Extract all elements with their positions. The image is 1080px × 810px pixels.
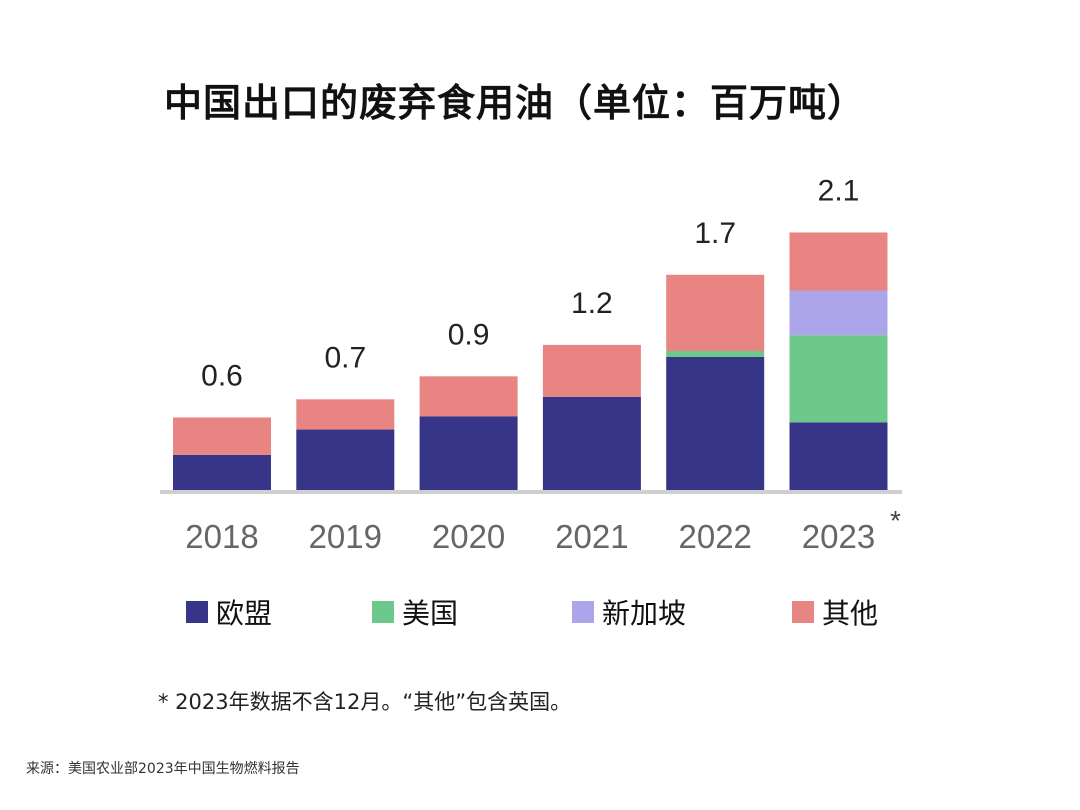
legend-swatch-us [372, 601, 394, 623]
x-tick-label-2019: 2019 [309, 518, 382, 555]
legend: 欧盟 美国 新加坡 其他 [0, 592, 1080, 632]
total-label-2021: 1.2 [571, 287, 613, 320]
chart-title: 中国出口的废弃食用油（单位：百万吨） [163, 81, 866, 125]
bar-2023-series-3 [789, 232, 888, 291]
total-label-2022: 1.7 [694, 217, 736, 250]
bar-2023-series-1 [789, 335, 888, 423]
legend-item-us: 美国 [372, 592, 458, 632]
bar-2023-series-2 [789, 290, 888, 336]
x-tick-mark-2023: * [890, 505, 901, 536]
legend-item-other: 其他 [792, 592, 878, 632]
legend-item-eu: 欧盟 [186, 592, 272, 632]
legend-label-other: 其他 [822, 597, 879, 630]
x-tick-label-2020: 2020 [432, 518, 505, 555]
bar-2020-series-0 [419, 416, 518, 490]
legend-label-us: 美国 [402, 597, 459, 630]
bar-2019-series-3 [296, 399, 395, 430]
x-axis-line [160, 490, 902, 494]
x-tick-label-2021: 2021 [555, 518, 628, 555]
bar-2022-series-1 [666, 350, 765, 357]
total-label-2020: 0.9 [448, 318, 490, 351]
source-note: 来源：美国农业部2023年中国生物燃料报告 [26, 761, 300, 777]
bar-2019-series-0 [296, 429, 395, 490]
bar-2022-series-0 [666, 357, 765, 490]
legend-swatch-singapore [572, 601, 594, 623]
bar-2021-series-3 [542, 344, 641, 397]
legend-swatch-other [792, 601, 814, 623]
total-label-2023: 2.1 [818, 174, 860, 207]
legend-swatch-eu [186, 601, 208, 623]
total-label-2018: 0.6 [201, 359, 243, 392]
bar-2018-series-0 [173, 454, 271, 490]
stacked-bar-chart: 0.6 2018 0.7 2019 0.9 2020 1.2 2021 1.7 2022 2.1 20… [160, 174, 902, 555]
bar-2022-series-3 [666, 274, 765, 351]
bar-2020-series-3 [419, 376, 518, 417]
total-label-2019: 0.7 [324, 341, 366, 374]
footnote: * 2023年数据不含12月。“其他”包含英国。 [158, 690, 572, 714]
bar-2021-series-0 [542, 396, 641, 490]
x-tick-label-2022: 2022 [678, 518, 751, 555]
legend-item-singapore: 新加坡 [572, 592, 686, 632]
x-tick-label-2018: 2018 [185, 518, 258, 555]
legend-label-eu: 欧盟 [216, 597, 273, 630]
bar-2018-series-3 [173, 417, 271, 455]
bar-2023-series-0 [789, 422, 888, 490]
legend-label-singapore: 新加坡 [602, 597, 687, 630]
x-tick-label-2023: 2023 [802, 518, 875, 555]
